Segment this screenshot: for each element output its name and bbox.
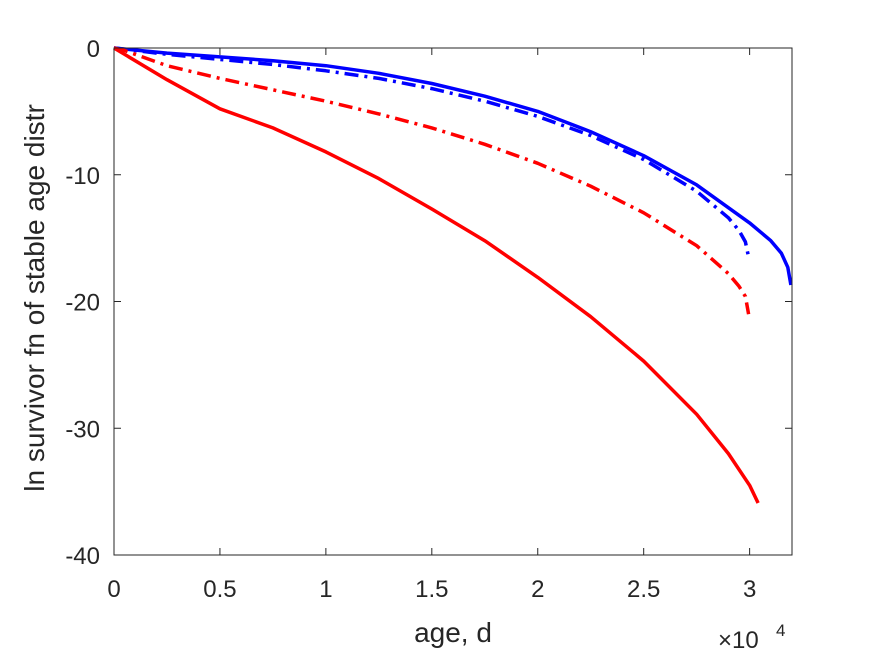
y-tick-label: -40	[65, 543, 100, 570]
x-axis-label: age, d	[414, 617, 492, 648]
x-axis-exponent-power: 4	[776, 621, 785, 640]
x-tick-label: 0.5	[203, 576, 236, 603]
series-line-1	[113, 46, 793, 286]
y-tick-label: -30	[65, 416, 100, 443]
x-tick-label: 1.5	[415, 576, 448, 603]
x-tick-label: 2.5	[627, 576, 660, 603]
series-layer	[113, 46, 793, 504]
y-axis-label: ln survivor fn of stable age distr	[19, 104, 50, 492]
y-axis-ticks: 0 -10 -20 -30 -40	[65, 36, 792, 570]
x-tick-label: 0	[107, 576, 120, 603]
y-tick-label: 0	[87, 36, 100, 63]
x-axis-exponent-base: ×10	[718, 627, 759, 654]
series-line-3	[113, 46, 751, 315]
x-tick-label: 3	[743, 576, 756, 603]
y-tick-label: -20	[65, 290, 100, 317]
series-line-4	[113, 46, 760, 504]
x-tick-label: 1	[319, 576, 332, 603]
x-tick-label: 2	[531, 576, 544, 603]
x-axis-ticks: 0 0.5 1 1.5 2 2.5 3	[107, 48, 756, 603]
y-tick-label: -10	[65, 163, 100, 190]
